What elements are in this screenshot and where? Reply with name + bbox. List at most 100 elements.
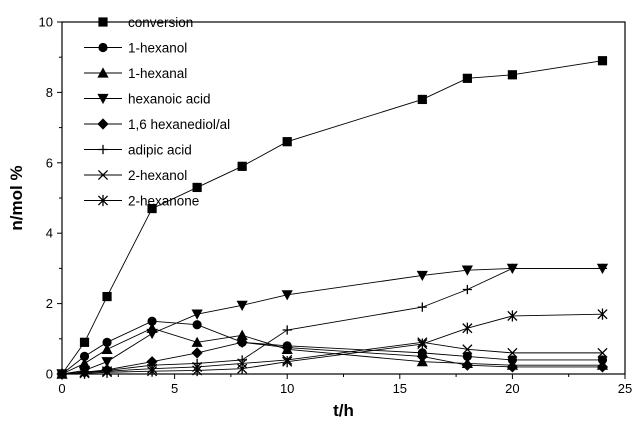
data-point-adipic-acid	[282, 325, 292, 335]
data-point-hexanoic-acid	[191, 309, 203, 320]
series-line-adipic-acid	[61, 267, 603, 375]
series-conversion	[57, 56, 608, 379]
data-point-hexanoic-acid	[461, 265, 473, 276]
legend-label: 1,6 hexanediol/al	[128, 117, 230, 132]
data-point-adipic-acid	[462, 284, 472, 295]
legend-label: 2-hexanone	[128, 193, 199, 208]
data-point-hexanoic-acid	[101, 357, 113, 368]
y-tick-label: 10	[39, 15, 53, 30]
legend-item-2-hexanol: 2-hexanol	[84, 168, 187, 183]
y-tick-label: 2	[46, 296, 53, 311]
series-hexanoic-acid	[56, 263, 609, 380]
legend-item-1-hexanol: 1-hexanol	[84, 40, 187, 55]
legend-item-2-hexanone: 2-hexanone	[84, 193, 199, 208]
legend-marker	[97, 169, 109, 181]
data-point-1-hexanol	[102, 337, 112, 347]
legend-marker	[97, 118, 109, 130]
data-point-conversion	[102, 291, 112, 302]
data-point-1-6-hexanediol-al	[191, 347, 203, 359]
data-point-hexanoic-acid	[416, 270, 428, 282]
data-point-conversion	[597, 56, 608, 66]
data-point-1-hexanal	[191, 336, 203, 347]
data-point-2-hexanone	[237, 363, 248, 375]
legend-label: 2-hexanol	[128, 168, 187, 183]
legend-marker	[97, 93, 109, 105]
data-point-2-hexanol	[462, 344, 473, 355]
legend-marker	[98, 17, 108, 27]
data-point-conversion	[282, 137, 292, 147]
data-point-1-hexanol	[462, 351, 472, 361]
series-1-6-hexanediol-al	[56, 336, 609, 380]
legend-marker	[98, 42, 108, 53]
data-point-hexanoic-acid	[281, 290, 293, 301]
x-tick-label: 10	[280, 381, 294, 396]
x-tick-label: 15	[393, 381, 407, 396]
data-point-conversion	[462, 73, 472, 83]
x-tick-label: 0	[58, 381, 65, 396]
y-tick-label: 8	[46, 85, 53, 100]
legend: conversion 1-hexanol 1-hexanal hexanoic aci…	[84, 15, 230, 208]
data-point-1-6-hexanediol-al	[596, 361, 609, 373]
legend-label: adipic acid	[128, 142, 192, 157]
data-point-conversion	[507, 70, 517, 80]
data-point-conversion	[147, 203, 157, 214]
data-point-conversion	[237, 161, 247, 171]
legend-marker	[97, 67, 109, 78]
legend-item-1-hexanal: 1-hexanal	[84, 66, 187, 81]
data-point-2-hexanol	[597, 347, 608, 358]
legend-marker	[97, 194, 109, 207]
data-point-2-hexanol	[507, 347, 518, 358]
x-tick-label: 5	[171, 381, 178, 396]
data-point-2-hexanone	[507, 310, 518, 322]
data-point-1-6-hexanediol-al	[461, 359, 473, 371]
data-point-2-hexanone	[462, 322, 473, 334]
data-point-2-hexanone	[597, 308, 608, 320]
series-line-conversion	[61, 60, 603, 375]
data-point-1-hexanol	[147, 316, 157, 326]
legend-label: 1-hexanal	[128, 66, 187, 81]
x-tick-label: 20	[505, 381, 519, 396]
x-tick-label: 25	[618, 381, 632, 396]
data-point-1-6-hexanediol-al	[281, 342, 293, 354]
data-point-hexanoic-acid	[146, 328, 158, 340]
data-point-adipic-acid	[507, 263, 517, 273]
data-point-2-hexanone	[147, 365, 158, 377]
legend-label: hexanoic acid	[128, 91, 211, 106]
data-point-2-hexanone	[282, 356, 293, 368]
legend-item-hexanoic-acid: hexanoic acid	[84, 91, 211, 106]
axes: 0 5 10 15 20 25 0 2 4 6 8 10	[39, 15, 633, 397]
data-point-conversion	[192, 182, 202, 193]
legend-item-1-6-hexanediol-al: 1,6 hexanediol/al	[84, 117, 230, 132]
y-tick-label: 0	[46, 367, 53, 382]
data-point-1-hexanal	[236, 329, 248, 340]
series-2-hexanol	[56, 337, 608, 380]
data-point-1-6-hexanediol-al	[416, 350, 428, 362]
series-adipic-acid	[57, 263, 608, 379]
data-point-2-hexanone	[79, 367, 90, 379]
legend-item-adipic-acid: adipic acid	[84, 142, 192, 157]
legend-marker	[98, 144, 108, 155]
legend-label: conversion	[128, 15, 193, 30]
series-line-hexanoic-acid	[61, 267, 603, 375]
data-point-hexanoic-acid	[236, 300, 248, 311]
legend-item-conversion: conversion	[84, 15, 193, 30]
data-point-1-6-hexanediol-al	[236, 336, 248, 348]
series-2-hexanone	[56, 308, 608, 380]
data-point-1-hexanol	[192, 320, 202, 330]
y-tick-label: 4	[46, 226, 53, 241]
y-axis-label: n/mol %	[7, 165, 26, 230]
data-point-2-hexanone	[101, 366, 113, 378]
x-axis-label: t/h	[333, 401, 354, 420]
data-point-2-hexanone	[56, 368, 68, 380]
data-point-1-hexanol	[79, 351, 90, 361]
y-tick-label: 6	[46, 155, 53, 170]
data-point-1-hexanal	[101, 343, 113, 354]
data-point-conversion	[79, 337, 90, 347]
data-point-2-hexanone	[192, 364, 203, 377]
data-point-1-6-hexanediol-al	[506, 361, 518, 373]
series-line-2-hexanol	[61, 341, 603, 375]
series-layer	[56, 56, 609, 380]
data-point-1-hexanal	[78, 357, 91, 369]
data-point-2-hexanone	[417, 338, 428, 350]
